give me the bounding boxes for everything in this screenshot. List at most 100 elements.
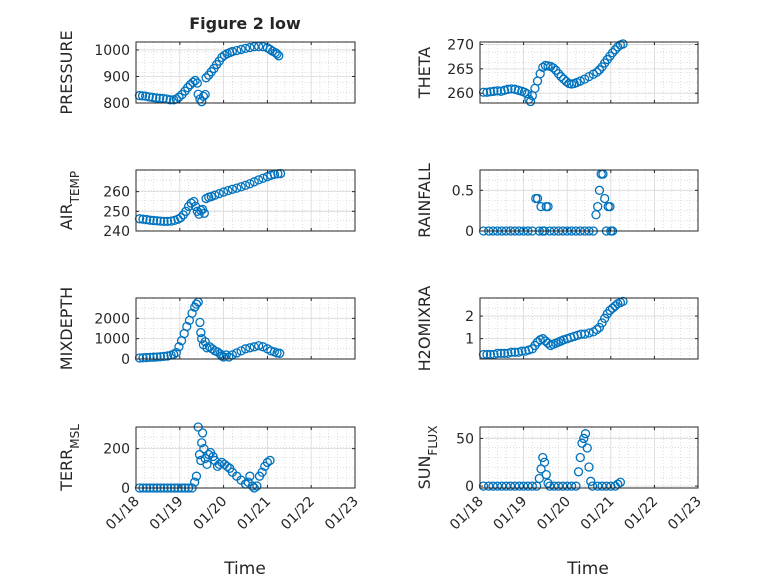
- data-point: [204, 449, 214, 460]
- data-point: [247, 481, 258, 491]
- data-point: [169, 349, 179, 359]
- y-axis-label: MIXDEPTH: [57, 287, 76, 370]
- y-axis-label: AIRTEMP: [57, 171, 82, 230]
- y-axis-label: TERRMSL: [57, 424, 82, 492]
- data-point: [478, 87, 489, 97]
- data-point: [478, 481, 489, 491]
- subplot-8: 01/18 01/19 01/20 01/21 01/22 01/23 0 50 SUNFLUX: [415, 426, 705, 534]
- data-point: [482, 87, 492, 97]
- data-point: [615, 477, 626, 487]
- data-point: [217, 351, 227, 361]
- data-point: [196, 327, 206, 338]
- data-point: [159, 351, 169, 362]
- data-point: [144, 92, 154, 102]
- data-point: [232, 45, 242, 56]
- data-point: [545, 481, 555, 491]
- data-point: [485, 87, 496, 97]
- data-point: [174, 342, 184, 352]
- y-tick-label: 260: [103, 185, 130, 201]
- data-point: [610, 45, 620, 55]
- data-point: [240, 43, 251, 54]
- y-tick-label: 250: [103, 204, 130, 220]
- data-point: [553, 481, 564, 491]
- data-point: [199, 443, 209, 454]
- data-point: [525, 96, 536, 107]
- data-point: [182, 321, 192, 332]
- data-point: [176, 212, 186, 223]
- data-point: [187, 308, 197, 318]
- data-point: [257, 467, 267, 477]
- data-point: [240, 180, 251, 190]
- data-point: [222, 461, 232, 472]
- data-point: [532, 193, 543, 204]
- data-point: [265, 44, 275, 55]
- data-point: [584, 328, 594, 338]
- data-point: [593, 201, 603, 212]
- y-tick-label: 900: [103, 69, 130, 85]
- axes-box: [479, 297, 699, 360]
- data-point: [594, 65, 605, 75]
- axes-box: [135, 426, 356, 489]
- data-point: [253, 341, 264, 351]
- y-tick-label: 240: [103, 224, 130, 240]
- data-point: [145, 215, 155, 225]
- data-point: [258, 342, 268, 352]
- data-point: [188, 77, 198, 87]
- y-axis-label: THETA: [415, 47, 434, 99]
- y-tick-label: 265: [447, 62, 474, 78]
- data-point: [605, 305, 615, 316]
- data-point: [517, 346, 527, 356]
- x-tick-label: 01/18: [447, 494, 487, 534]
- data-point: [518, 481, 529, 491]
- data-point: [155, 93, 165, 103]
- data-point: [258, 173, 268, 183]
- data-point: [510, 347, 520, 357]
- subplot-6: 1 2 H2OMIXRA: [415, 286, 699, 371]
- x-tick-label: 01/21: [578, 494, 618, 534]
- x-tick-label: 01/19: [147, 494, 187, 534]
- x-tick-label: 01/23: [322, 494, 362, 534]
- data-point: [189, 196, 199, 207]
- x-tick-label: 01/21: [234, 494, 274, 534]
- y-tick-label: 1000: [94, 332, 130, 348]
- data-point: [562, 481, 572, 491]
- y-tick-label: 50: [456, 431, 474, 447]
- axes-box: [479, 169, 699, 232]
- data-point: [162, 351, 173, 361]
- data-point: [148, 352, 159, 362]
- data-point: [597, 481, 607, 491]
- data-point: [198, 91, 209, 102]
- y-tick-label: 800: [103, 96, 130, 112]
- subplot-5: 0 1000 2000 MIXDEPTH: [57, 287, 356, 370]
- subplot-2: 260 265 270 THETA: [415, 37, 699, 107]
- data-point: [605, 201, 615, 212]
- data-point: [543, 201, 553, 212]
- data-point: [199, 208, 209, 218]
- x-axis-label-right: Time: [566, 559, 609, 579]
- data-point: [218, 187, 229, 197]
- subplot-7: 01/18 01/19 01/20 01/21 01/22 01/23 0 200 TERRMS…: [57, 422, 362, 534]
- data-point: [155, 216, 166, 226]
- data-point: [272, 49, 282, 59]
- data-point: [181, 206, 191, 216]
- data-point: [249, 42, 259, 52]
- x-tick-label: 01/22: [278, 494, 318, 534]
- x-tick-label: 01/19: [491, 494, 531, 534]
- y-axis-label: PRESSURE: [57, 30, 76, 114]
- data-point: [496, 348, 506, 359]
- data-point: [575, 76, 585, 86]
- data-point: [183, 82, 193, 93]
- data-point: [607, 303, 618, 313]
- data-point: [232, 183, 242, 193]
- y-tick-label: 2000: [94, 311, 130, 327]
- y-tick-label: 1000: [94, 43, 130, 59]
- y-tick-label: 200: [103, 442, 130, 458]
- data-point: [245, 343, 255, 353]
- data-point: [155, 352, 166, 362]
- data-point: [190, 477, 200, 487]
- data-point: [573, 467, 584, 477]
- data-point: [506, 347, 517, 357]
- data-point: [484, 481, 494, 491]
- data-point: [253, 175, 264, 185]
